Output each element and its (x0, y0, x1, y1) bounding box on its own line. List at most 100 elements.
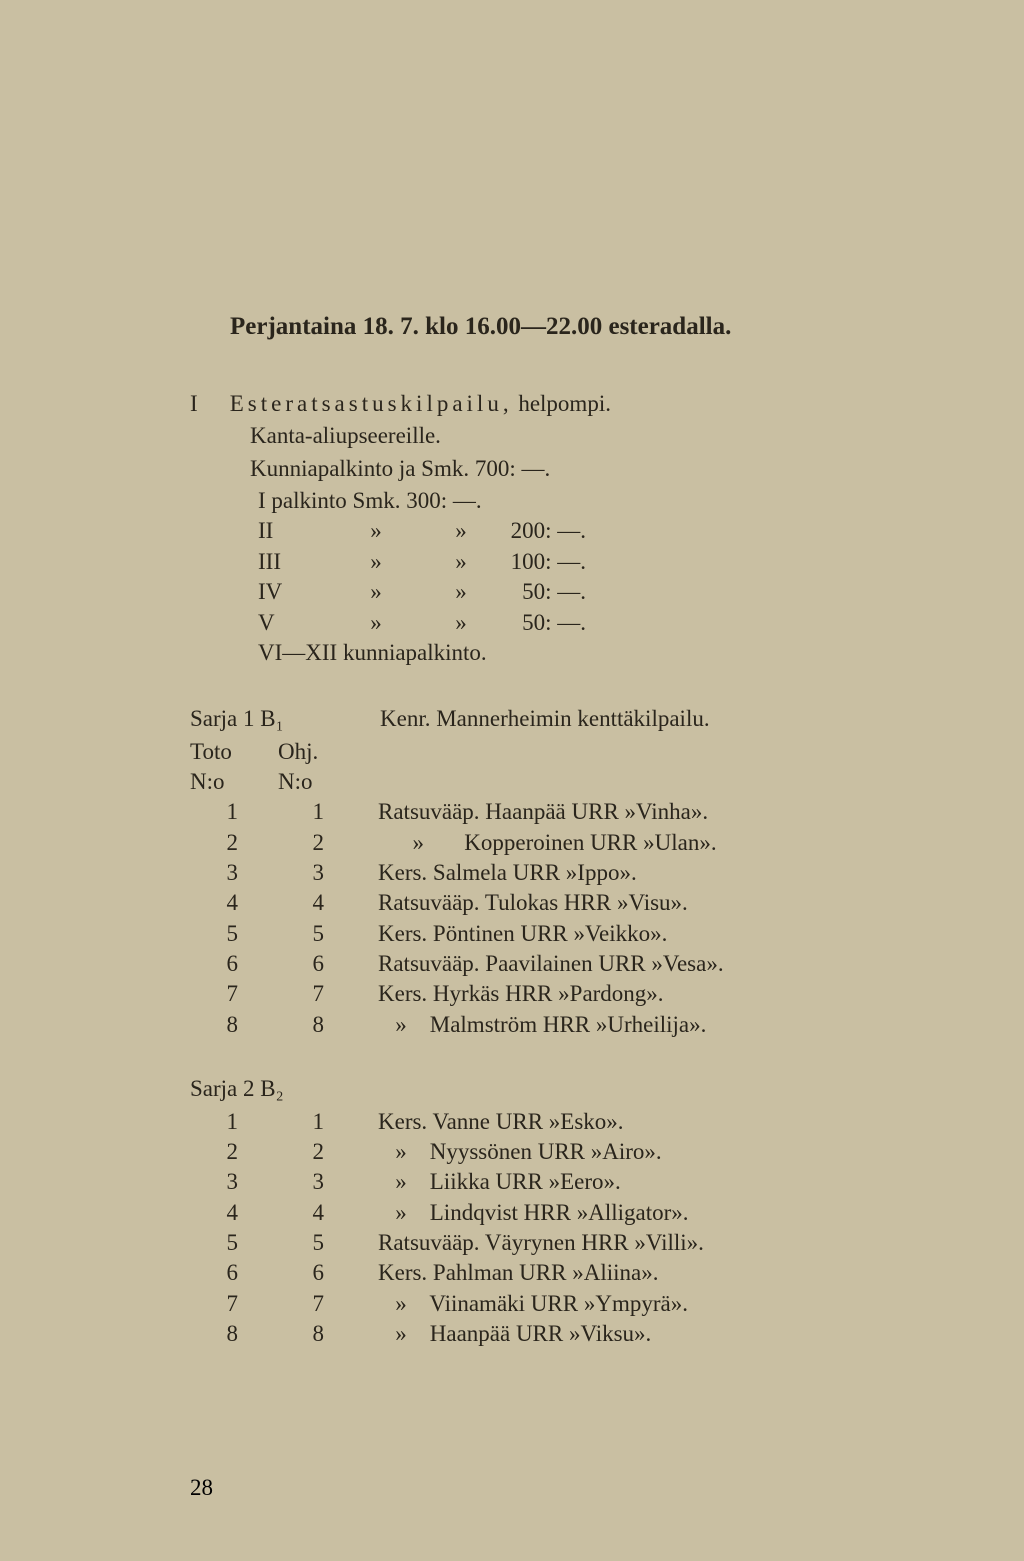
toto-no: 2 (190, 1137, 278, 1167)
prize-value: 50: —. (496, 608, 586, 638)
ohj-no: 4 (278, 888, 378, 918)
toto-no: 7 (190, 1289, 278, 1319)
sarja1-heading: Sarja 1 B₁ Kenr. Mannerheimin kenttäkilp… (190, 704, 904, 734)
ditto: » (326, 547, 426, 577)
table-row: 11Ratsuvääp. Haanpää URR »Vinha». (190, 797, 904, 827)
col-head: N:o (278, 767, 378, 797)
sarja1-right: Kenr. Mannerheimin kenttäkilpailu. (380, 704, 710, 734)
table-row: 66Kers. Pahlman URR »Aliina». (190, 1258, 904, 1288)
table-row: 44 » Lindqvist HRR »Alligator». (190, 1198, 904, 1228)
entry-text: » Haanpää URR »Viksu». (378, 1319, 904, 1349)
table-row: 33 » Liikka URR »Eero». (190, 1167, 904, 1197)
col-head: Ohj. (278, 737, 378, 767)
entry-text: Ratsuvääp. Väyrynen HRR »Villi». (378, 1228, 904, 1258)
table-head: Toto N:o Ohj. N:o (190, 737, 904, 798)
sarja1-left: Sarja 1 B₁ (190, 704, 380, 734)
intro-block: I Esteratsastuskilpailu, helpompi. Kanta… (190, 389, 904, 668)
entry-text: Kers. Pahlman URR »Aliina». (378, 1258, 904, 1288)
prize-value: 200: —. (496, 516, 586, 546)
intro-word: Esteratsastuskilpailu, (230, 391, 513, 416)
entry-text: Kers. Salmela URR »Ippo». (378, 858, 904, 888)
entry-text: » Kopperoinen URR »Ulan». (378, 828, 904, 858)
ditto: » (426, 608, 496, 638)
entry-text: Kers. Pöntinen URR »Veikko». (378, 919, 904, 949)
toto-no: 7 (190, 979, 278, 1009)
ohj-no: 1 (278, 1107, 378, 1137)
ohj-no: 7 (278, 979, 378, 1009)
table-row: 22 » Nyyssönen URR »Airo». (190, 1137, 904, 1167)
entry-text: Kers. Vanne URR »Esko». (378, 1107, 904, 1137)
ditto: » (326, 608, 426, 638)
ohj-no: 6 (278, 1258, 378, 1288)
entry-text: Ratsuvääp. Tulokas HRR »Visu». (378, 888, 904, 918)
toto-no: 8 (190, 1010, 278, 1040)
section-number: I (190, 389, 224, 419)
table-row: 22 » Kopperoinen URR »Ulan». (190, 828, 904, 858)
toto-no: 2 (190, 828, 278, 858)
table-row: 44Ratsuvääp. Tulokas HRR »Visu». (190, 888, 904, 918)
page-title: Perjantaina 18. 7. klo 16.00—22.00 ester… (230, 310, 904, 343)
table-row: 55Kers. Pöntinen URR »Veikko». (190, 919, 904, 949)
ohj-no: 3 (278, 1167, 378, 1197)
toto-no: 3 (190, 1167, 278, 1197)
entry-text: » Nyyssönen URR »Airo». (378, 1137, 904, 1167)
ohj-no: 8 (278, 1010, 378, 1040)
prize-value: 50: —. (496, 577, 586, 607)
toto-no: 1 (190, 1107, 278, 1137)
ohj-no: 4 (278, 1198, 378, 1228)
col-head: Toto (190, 737, 278, 767)
col-head: N:o (190, 767, 278, 797)
prize-num: II (258, 516, 326, 546)
sarja2-left: Sarja 2 B₂ (190, 1074, 380, 1104)
toto-no: 6 (190, 949, 278, 979)
prize-last: VI—XII kunniapalkinto. (258, 638, 904, 668)
ohj-no: 7 (278, 1289, 378, 1319)
ohj-no: 8 (278, 1319, 378, 1349)
table-row: 77 » Viinamäki URR »Ympyrä». (190, 1289, 904, 1319)
ohj-no: 5 (278, 1228, 378, 1258)
entry-text: » Viinamäki URR »Ympyrä». (378, 1289, 904, 1319)
table-row: 77Kers. Hyrkäs HRR »Pardong». (190, 979, 904, 1009)
prize-num: V (258, 608, 326, 638)
ditto: » (326, 577, 426, 607)
toto-no: 5 (190, 919, 278, 949)
entry-text: » Malmström HRR »Urheilija». (378, 1010, 904, 1040)
intro-line3: Kunniapalkinto ja Smk. 700: —. (250, 454, 904, 484)
ditto: » (326, 516, 426, 546)
toto-no: 3 (190, 858, 278, 888)
ohj-no: 5 (278, 919, 378, 949)
toto-no: 5 (190, 1228, 278, 1258)
sarja2-heading: Sarja 2 B₂ (190, 1074, 904, 1104)
intro-after: helpompi. (513, 391, 611, 416)
toto-no: 4 (190, 1198, 278, 1228)
toto-no: 4 (190, 888, 278, 918)
entry-text: Ratsuvääp. Haanpää URR »Vinha». (378, 797, 904, 827)
table-row: 88 » Malmström HRR »Urheilija». (190, 1010, 904, 1040)
table-row: 88 » Haanpää URR »Viksu». (190, 1319, 904, 1349)
entry-text: » Liikka URR »Eero». (378, 1167, 904, 1197)
intro-line2: Kanta-aliupseereille. (250, 421, 904, 451)
ohj-no: 2 (278, 828, 378, 858)
ditto: » (426, 547, 496, 577)
prize-row: III » » 100: —. (258, 547, 904, 577)
prize-num: IV (258, 577, 326, 607)
prize-row: V » » 50: —. (258, 608, 904, 638)
entry-text: » Lindqvist HRR »Alligator». (378, 1198, 904, 1228)
ohj-no: 3 (278, 858, 378, 888)
table-row: 66Ratsuvääp. Paavilainen URR »Vesa». (190, 949, 904, 979)
prize-row: II » » 200: —. (258, 516, 904, 546)
table-row: 33Kers. Salmela URR »Ippo». (190, 858, 904, 888)
prize-value: 100: —. (496, 547, 586, 577)
toto-no: 8 (190, 1319, 278, 1349)
prize-first: I palkinto Smk. 300: —. (258, 486, 904, 516)
ohj-no: 2 (278, 1137, 378, 1167)
toto-no: 1 (190, 797, 278, 827)
prize-list: I palkinto Smk. 300: —. II » » 200: —. I… (258, 486, 904, 668)
table-row: 55Ratsuvääp. Väyrynen HRR »Villi». (190, 1228, 904, 1258)
toto-no: 6 (190, 1258, 278, 1288)
ditto: » (426, 516, 496, 546)
ditto: » (426, 577, 496, 607)
entry-text: Ratsuvääp. Paavilainen URR »Vesa». (378, 949, 904, 979)
prize-row: IV » » 50: —. (258, 577, 904, 607)
ohj-no: 6 (278, 949, 378, 979)
